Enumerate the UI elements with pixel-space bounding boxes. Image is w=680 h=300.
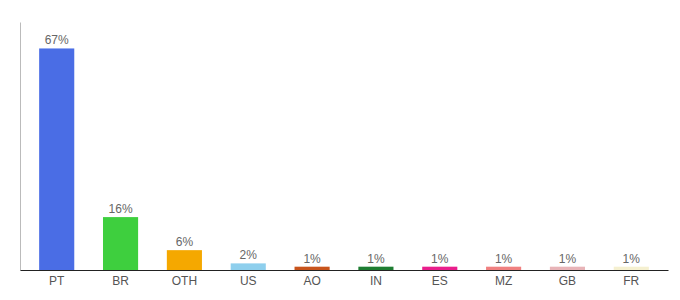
- bar: [358, 267, 393, 270]
- x-tick-label: GB: [559, 274, 576, 288]
- x-tick: GB: [559, 274, 576, 288]
- data-label: 1%: [495, 252, 513, 266]
- x-tick-label: MZ: [495, 274, 512, 288]
- bar: [231, 263, 266, 270]
- plot: PT BR OTH US AO IN ES MZ GB FR 67% 16% 6% 2% 1% 1% 1% 1% 1…: [21, 23, 669, 288]
- data-label: 67%: [45, 33, 69, 47]
- x-tick-label: BR: [112, 274, 129, 288]
- data-label: 16%: [109, 202, 133, 216]
- bars: [39, 48, 649, 270]
- data-label: 1%: [303, 252, 321, 266]
- x-tick-label: FR: [623, 274, 639, 288]
- bar: [550, 267, 585, 270]
- bar: [295, 267, 330, 270]
- data-label: 6%: [176, 235, 194, 249]
- x-tick: US: [240, 274, 257, 288]
- bar: [39, 48, 74, 270]
- x-tick: MZ: [495, 274, 512, 288]
- x-axis-line: [21, 270, 669, 271]
- x-tick: ES: [432, 274, 448, 288]
- y-axis: [20, 23, 21, 271]
- data-label: 1%: [623, 252, 641, 266]
- bar: [422, 267, 457, 270]
- data-labels: 67% 16% 6% 2% 1% 1% 1% 1% 1% 1%: [45, 33, 641, 265]
- data-label: 1%: [431, 252, 449, 266]
- x-tick: OTH: [172, 274, 197, 288]
- x-tick-label: US: [240, 274, 257, 288]
- x-tick: AO: [303, 274, 320, 288]
- bar: [614, 267, 649, 270]
- x-tick: BR: [112, 274, 129, 288]
- bar: [486, 267, 521, 270]
- x-tick-label: ES: [432, 274, 448, 288]
- x-tick-label: AO: [303, 274, 320, 288]
- y-axis-line: [20, 23, 21, 271]
- x-tick-label: IN: [370, 274, 382, 288]
- bar: [103, 217, 138, 270]
- data-label: 1%: [367, 252, 385, 266]
- data-label: 1%: [559, 252, 577, 266]
- chart: PT BR OTH US AO IN ES MZ GB FR 67% 16% 6% 2% 1% 1% 1% 1% 1…: [0, 0, 680, 300]
- x-tick-label: OTH: [172, 274, 197, 288]
- data-label: 2%: [240, 248, 258, 262]
- x-tick: IN: [370, 274, 382, 288]
- x-tick: PT: [49, 274, 65, 288]
- x-tick-label: PT: [49, 274, 65, 288]
- bar: [167, 250, 202, 270]
- x-tick: FR: [623, 274, 639, 288]
- x-axis: PT BR OTH US AO IN ES MZ GB FR: [21, 271, 669, 288]
